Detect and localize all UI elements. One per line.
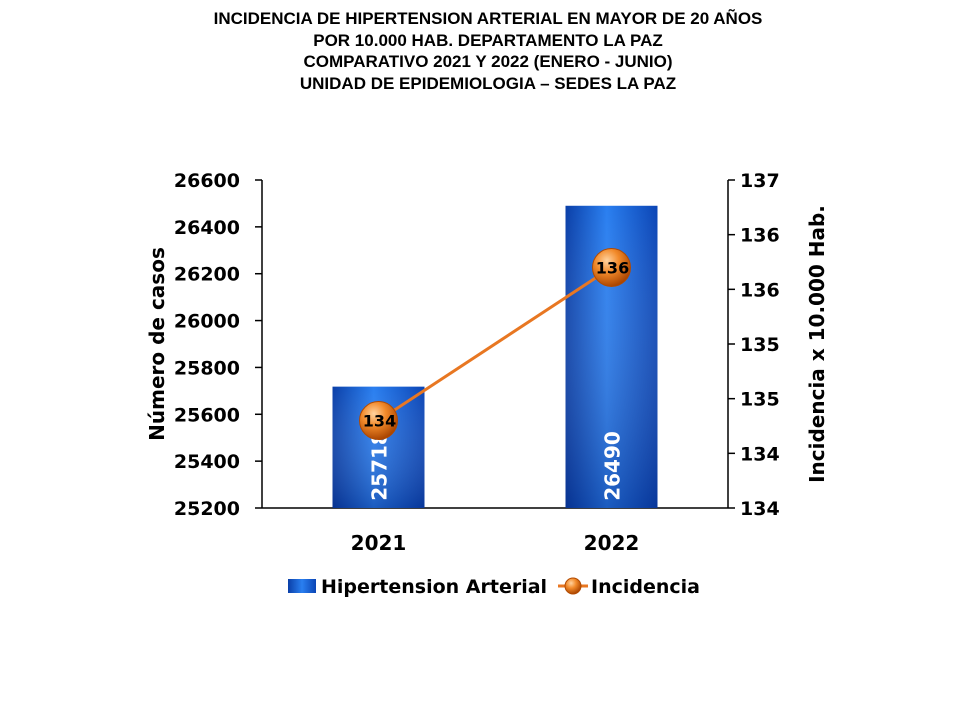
y2-tick-label: 137 [740,170,780,192]
y2-axis-title: Incidencia x 10.000 Hab. [805,205,829,483]
y-tick-label: 25600 [174,404,240,426]
y2-tick-label: 136 [740,279,780,301]
incidencia-line [377,266,613,422]
title-line-2: POR 10.000 HAB. DEPARTAMENTO LA PAZ [313,30,663,50]
y-tick-label: 26200 [174,264,240,286]
y2-tick-label: 134 [740,443,780,465]
legend-line-marker [564,577,582,595]
y2-tick-label: 135 [740,334,780,356]
legend-bar-swatch [288,579,316,593]
y-tick-label: 26000 [174,311,240,333]
y2-tick-label: 134 [740,498,780,520]
legend-bar-label: Hipertension Arterial [321,576,547,598]
y-axis-title: Número de casos [145,247,169,441]
title-line-1: INCIDENCIA DE HIPERTENSION ARTERIAL EN M… [213,9,763,28]
legend-line-label: Incidencia [591,576,700,598]
title-line-4: UNIDAD DE EPIDEMIOLOGIA – SEDES LA PAZ [299,73,677,93]
y-tick-label: 25800 [174,357,240,379]
incidencia-marker [592,247,631,287]
y-tick-label: 26400 [174,217,240,239]
y-tick-label: 25400 [174,451,240,473]
y-tick-label: 25200 [174,498,240,520]
y-tick-label: 26600 [174,170,240,192]
incidencia-value-label: 136 [596,258,629,277]
bar-value-label: 26490 [601,431,625,501]
title-line-3: COMPARATIVO 2021 Y 2022 (ENERO - JUNIO) [303,52,673,71]
y2-tick-label: 136 [740,225,780,247]
bar-value-label: 25718 [368,431,392,501]
incidencia-marker [359,401,398,441]
y2-tick-label: 135 [740,389,780,411]
chart-title: INCIDENCIA DE HIPERTENSION ARTERIAL EN M… [0,8,960,94]
x-tick-label: 2021 [351,531,407,555]
incidencia-value-label: 134 [363,412,396,431]
x-tick-label: 2022 [584,531,640,555]
